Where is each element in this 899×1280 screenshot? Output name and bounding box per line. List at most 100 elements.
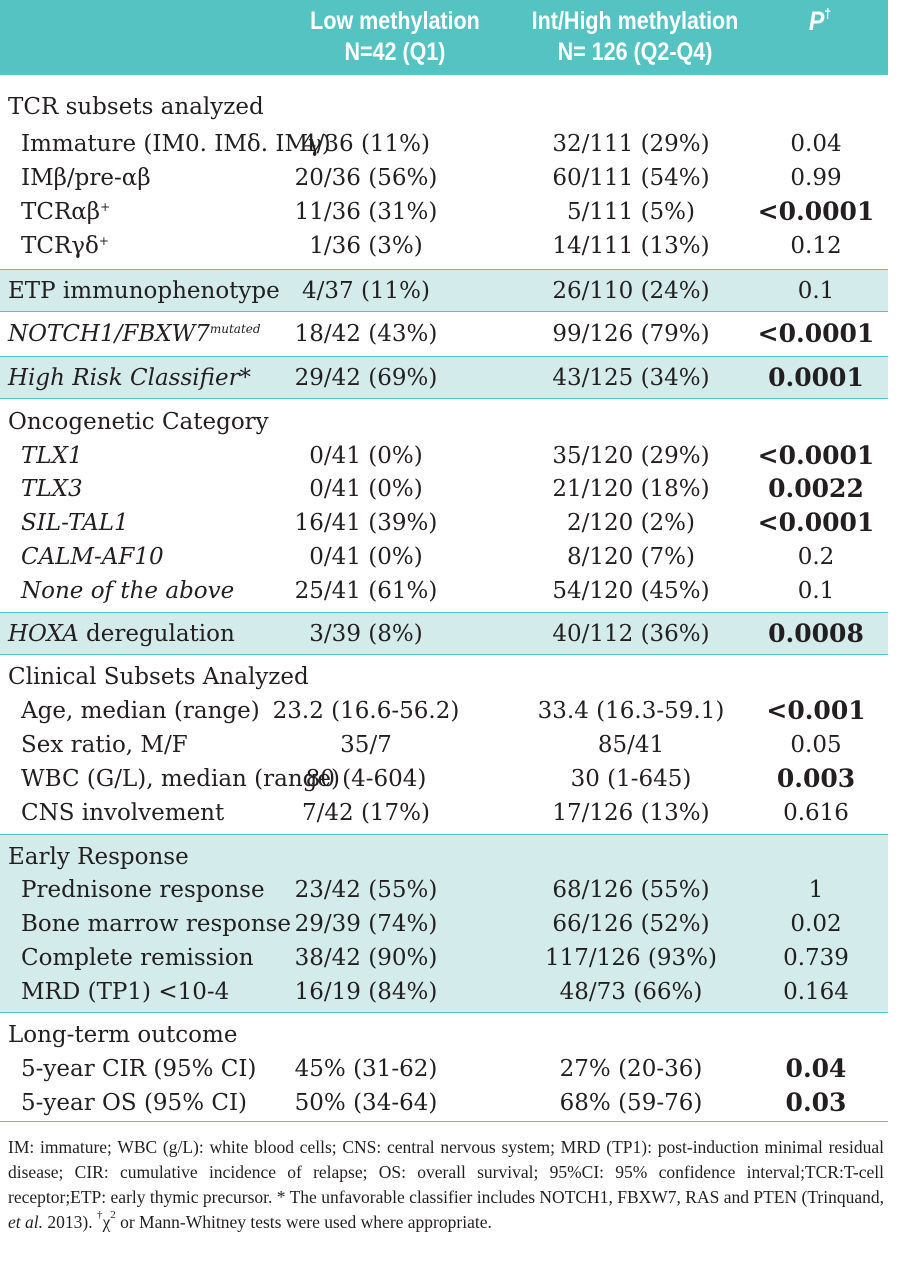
row-label: Prednisone response — [21, 877, 265, 903]
cell-p: <0.001 — [766, 696, 866, 725]
cell-high: 48/73 (66%) — [559, 979, 703, 1005]
divider — [0, 269, 888, 270]
label-text: TCRγδ — [21, 233, 99, 259]
label-sup: mutated — [209, 322, 261, 336]
divider — [0, 398, 888, 399]
footnote-chi: χ — [102, 1212, 111, 1232]
table-row: Long-term outcome — [0, 1018, 888, 1052]
row-label: TLX1 — [21, 443, 83, 469]
cell-high: 33.4 (16.3-59.1) — [537, 698, 725, 724]
row-label: ETP immunophenotype — [8, 278, 280, 304]
footnote-text-3: or Mann-Whitney tests were used where ap… — [115, 1212, 492, 1232]
cell-p: 0.05 — [790, 732, 842, 758]
cell-high: 5/111 (5%) — [566, 199, 696, 225]
cell-low: 4/36 (11%) — [301, 131, 431, 157]
table-row: Prednisone response 23/42 (55%) 68/126 (… — [0, 873, 888, 907]
table-row: None of the above 25/41 (61%) 54/120 (45… — [0, 574, 888, 608]
header-low-n: N=42 (Q1) — [344, 38, 446, 66]
row-label: Sex ratio, M/F — [21, 732, 188, 758]
row-label: Oncogenetic Category — [8, 409, 269, 435]
row-label: 5-year CIR (95% CI) — [21, 1056, 257, 1082]
cell-high: 68% (59-76) — [559, 1090, 703, 1116]
cell-low: 11/36 (31%) — [294, 199, 438, 225]
cell-low: 18/42 (43%) — [294, 321, 438, 347]
cell-low: 80 (4-604) — [305, 766, 427, 792]
table-row: Bone marrow response 29/39 (74%) 66/126 … — [0, 907, 888, 941]
cell-p: 0.04 — [790, 131, 842, 157]
cell-p: 0.02 — [790, 911, 842, 937]
table-footnote: IM: immature; WBC (g/L): white blood cel… — [8, 1135, 884, 1235]
cell-p: 0.03 — [785, 1088, 847, 1117]
cell-p: 0.003 — [776, 764, 856, 793]
row-label: TLX3 — [21, 476, 83, 502]
footnote-dagger: † — [96, 1209, 103, 1221]
table-row: CNS involvement 7/42 (17%) 17/126 (13%) … — [0, 796, 888, 830]
cell-low: 50% (34-64) — [294, 1090, 438, 1116]
cell-low: 7/42 (17%) — [301, 800, 431, 826]
row-label: Age, median (range) — [21, 698, 260, 724]
cell-high: 17/126 (13%) — [552, 800, 710, 826]
row-label: 5-year OS (95% CI) — [21, 1090, 248, 1116]
cell-p: 0.0001 — [768, 363, 864, 392]
row-label: Early Response — [8, 844, 189, 870]
row-label: NOTCH1/FBXW7mutated — [8, 317, 261, 351]
cell-low: 29/42 (69%) — [294, 365, 438, 391]
row-label: High Risk Classifier* — [8, 365, 252, 391]
cell-low: 38/42 (90%) — [294, 945, 438, 971]
cell-low: 16/19 (84%) — [294, 979, 438, 1005]
table-row: TCRγδ+ 1/36 (3%) 14/111 (13%) 0.12 — [0, 229, 888, 263]
table-row: Early Response — [0, 840, 888, 874]
cell-high: 21/120 (18%) — [552, 476, 710, 502]
cell-low: 0/41 (0%) — [309, 476, 423, 502]
cell-p: 0.1 — [797, 578, 835, 604]
section-hoxa — [0, 613, 888, 654]
cell-low: 0/41 (0%) — [309, 443, 423, 469]
row-label: Clinical Subsets Analyzed — [8, 664, 309, 690]
cell-p: 0.04 — [785, 1054, 847, 1083]
label-text: deregulation — [78, 621, 235, 647]
section-high-risk — [0, 357, 888, 398]
cell-high: 66/126 (52%) — [552, 911, 710, 937]
cell-high: 14/111 (13%) — [552, 233, 710, 259]
header-high-methylation: Int/High methylation N= 126 (Q2-Q4) — [519, 6, 751, 68]
label-sup: + — [98, 234, 109, 248]
row-label: TCRαβ+ — [21, 195, 110, 229]
cell-high: 30 (1-645) — [570, 766, 692, 792]
row-label: WBC (G/L), median (range) — [21, 766, 340, 792]
row-label: CNS involvement — [21, 800, 225, 826]
table-row: Clinical Subsets Analyzed — [0, 660, 888, 694]
row-label: Immature (IM0. IMδ. IMγ) — [21, 131, 331, 157]
row-label: IMβ/pre-αβ — [21, 165, 151, 191]
cell-high: 35/120 (29%) — [552, 443, 710, 469]
cell-p: 0.0008 — [768, 619, 864, 648]
cell-low: 29/39 (74%) — [294, 911, 438, 937]
cell-p: 0.616 — [783, 800, 849, 826]
table-row: SIL-TAL1 16/41 (39%) 2/120 (2%) <0.0001 — [0, 506, 888, 540]
table-row: NOTCH1/FBXW7mutated 18/42 (43%) 99/126 (… — [0, 317, 888, 351]
cell-high: 68/126 (55%) — [552, 877, 710, 903]
cell-p: 0.2 — [797, 544, 835, 570]
section-tcr-subsets — [0, 75, 888, 269]
header-low-methylation: Low methylation N=42 (Q1) — [279, 6, 511, 68]
row-label: Bone marrow response — [21, 911, 292, 937]
cell-low: 0/41 (0%) — [309, 544, 423, 570]
divider — [0, 356, 888, 357]
table-row: ETP immunophenotype 4/37 (11%) 26/110 (2… — [0, 274, 888, 308]
row-label: MRD (TP1) <10-4 — [21, 979, 230, 1005]
cell-p: <0.0001 — [757, 319, 875, 348]
footnote-chi-sup: 2 — [110, 1209, 116, 1221]
cell-low: 25/41 (61%) — [294, 578, 438, 604]
cell-low: 35/7 — [340, 732, 392, 758]
cell-high: 60/111 (54%) — [552, 165, 710, 191]
cell-low: 4/37 (11%) — [301, 278, 431, 304]
table-row: MRD (TP1) <10-4 16/19 (84%) 48/73 (66%) … — [0, 975, 888, 1009]
cell-p: 0.739 — [783, 945, 849, 971]
table-row: Immature (IM0. IMδ. IMγ) 4/36 (11%) 32/1… — [0, 127, 888, 161]
cell-high: 26/110 (24%) — [552, 278, 710, 304]
row-label: None of the above — [21, 578, 235, 604]
row-label: SIL-TAL1 — [21, 510, 129, 536]
cell-low: 3/39 (8%) — [309, 621, 423, 647]
table-row: WBC (G/L), median (range) 80 (4-604) 30 … — [0, 762, 888, 796]
cell-p: 0.0022 — [768, 474, 864, 503]
footnote-text-1: IM: immature; WBC (g/L): white blood cel… — [8, 1137, 884, 1207]
